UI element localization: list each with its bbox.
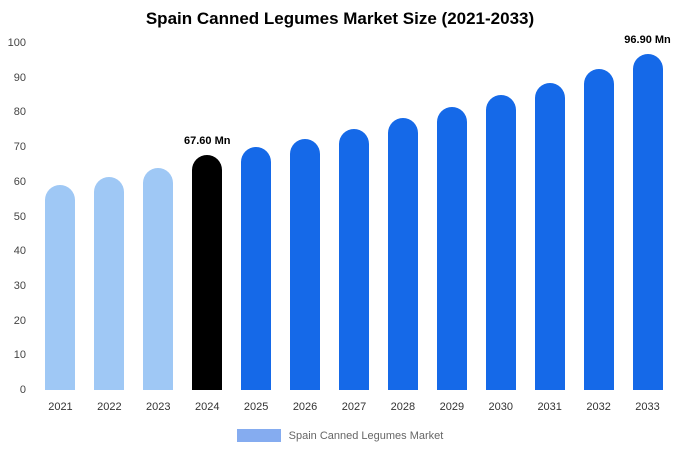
bar-value-label: 96.90 Mn xyxy=(624,33,671,46)
legend-swatch xyxy=(236,429,281,442)
chart-title: Spain Canned Legumes Market Size (2021-2… xyxy=(145,9,535,28)
x-axis-tick-label: 2024 xyxy=(194,401,220,413)
bar-2031 xyxy=(534,82,565,390)
y-axis-tick-label: 20 xyxy=(13,314,26,327)
bar-2029 xyxy=(436,106,467,390)
y-axis-tick-label: 40 xyxy=(13,245,26,258)
legend-label: Spain Canned Legumes Market xyxy=(288,429,444,442)
bar-2033 xyxy=(632,53,663,390)
x-axis-tick-label: 2028 xyxy=(390,401,416,413)
x-axis-tick-label: 2025 xyxy=(243,401,269,413)
bar-2021 xyxy=(45,185,76,390)
x-axis-tick-label: 2029 xyxy=(439,401,465,413)
bar-2030 xyxy=(485,95,516,390)
y-axis-tick-label: 50 xyxy=(13,210,26,223)
y-axis-tick-label: 80 xyxy=(13,106,26,119)
x-axis-tick-label: 2027 xyxy=(341,401,367,413)
y-axis-tick-label: 30 xyxy=(13,279,26,292)
bar-value-label: 67.60 Mn xyxy=(183,135,231,148)
bar-2025 xyxy=(241,147,272,390)
y-axis-tick-label: 90 xyxy=(13,71,26,84)
chart-legend: Spain Canned Legumes Market xyxy=(0,429,680,442)
y-axis-tick-label: 10 xyxy=(13,349,26,362)
bar-2022 xyxy=(94,176,125,390)
y-axis-tick-label: 60 xyxy=(13,175,26,188)
x-axis-tick-label: 2033 xyxy=(635,401,660,413)
x-axis-tick-label: 2026 xyxy=(292,401,318,413)
bar-2028 xyxy=(387,118,418,390)
x-axis-tick-label: 2022 xyxy=(97,401,122,413)
y-axis-tick-label: 70 xyxy=(13,141,26,154)
bar-2027 xyxy=(339,128,369,390)
bar-2032 xyxy=(583,69,614,390)
y-axis-tick-label: 100 xyxy=(7,37,26,49)
bar-2023 xyxy=(143,167,174,390)
bar-2026 xyxy=(290,138,321,390)
bar-2024 xyxy=(192,155,223,390)
y-axis-tick-label: 0 xyxy=(19,384,26,396)
x-axis-tick-label: 2030 xyxy=(488,401,513,413)
x-axis-tick-label: 2023 xyxy=(146,401,171,413)
x-axis-tick-label: 2021 xyxy=(48,401,73,413)
x-axis-tick-label: 2032 xyxy=(586,401,611,413)
x-axis-tick-label: 2031 xyxy=(537,401,562,413)
